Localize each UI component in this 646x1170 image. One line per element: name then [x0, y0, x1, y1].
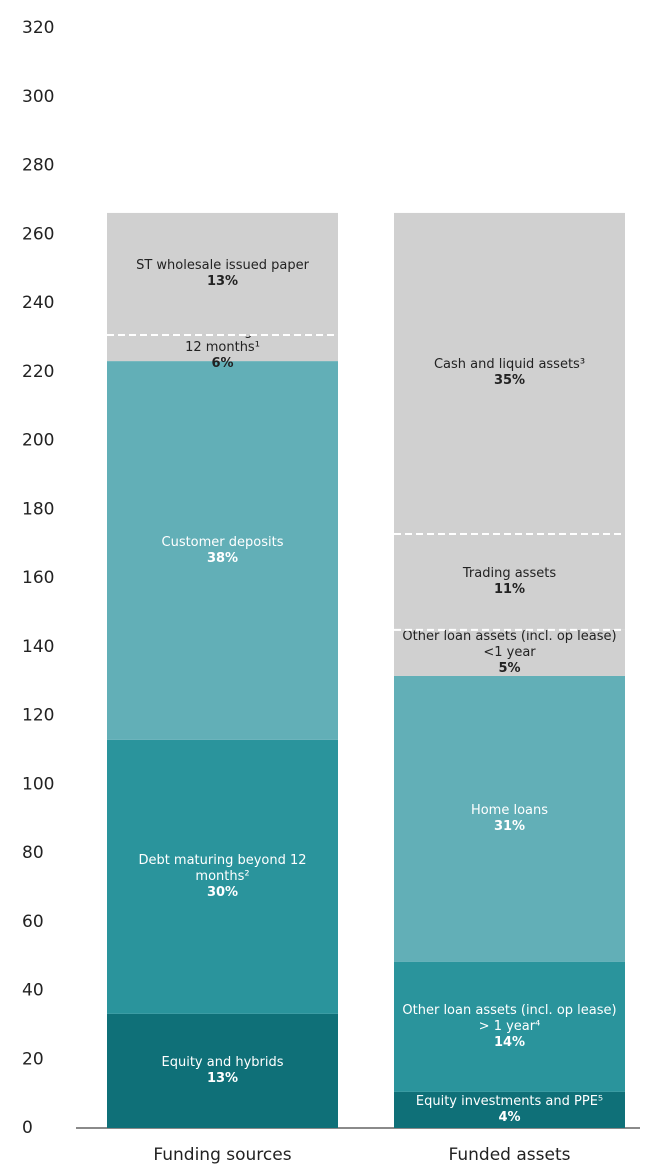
- y-tick-label: 140: [22, 637, 54, 657]
- segment-name: Home loans: [470, 802, 549, 818]
- segment-label: Equity investments and PPE⁵ 4%: [402, 1086, 617, 1134]
- y-tick-label: 0: [22, 1118, 33, 1138]
- segment-name: Other loan assets (incl. op lease) > 1 y…: [402, 1002, 617, 1034]
- segment-share: 4%: [498, 1109, 521, 1125]
- segment-name: Equity investments and PPE⁵: [415, 1093, 604, 1109]
- segment-share: 14%: [493, 1034, 526, 1050]
- segment-name: Other loan assets (incl. op lease) <1 ye…: [402, 628, 617, 660]
- bar-segment: [394, 961, 625, 1092]
- segment-label: Trading assets 11%: [402, 528, 617, 636]
- y-tick-label: 80: [22, 843, 44, 863]
- segment-share: 31%: [493, 818, 526, 834]
- segment-label: Debt maturing beyond 12 months² 30%: [115, 734, 330, 1020]
- segment-share: 13%: [206, 1070, 239, 1086]
- segment-share: 5%: [498, 660, 521, 676]
- y-tick-label: 40: [22, 981, 44, 1001]
- segment-label: Equity and hybrids 13%: [115, 1008, 330, 1134]
- y-tick-label: 300: [22, 87, 54, 107]
- y-tick-label: 160: [22, 568, 54, 588]
- segment-label-box: Other loan assets (incl. op lease) > 1 y…: [402, 956, 617, 1098]
- segment-share: 35%: [493, 373, 526, 389]
- y-tick-label: 260: [22, 224, 54, 244]
- segment-name: Debt maturing beyond 12 months²: [138, 852, 307, 884]
- x-tick-label: Funded assets: [449, 1145, 571, 1165]
- bar-segment: [394, 675, 625, 962]
- segment-label: Customer deposits 38%: [115, 355, 330, 746]
- segment-name: Trading assets: [462, 565, 557, 581]
- y-tick-label: 60: [22, 912, 44, 932]
- y-tick-label: 100: [22, 774, 54, 794]
- bar-segment: [107, 739, 338, 1014]
- segment-label: Other loan assets (incl. op lease) > 1 y…: [402, 956, 617, 1098]
- bar-segment: [394, 534, 625, 630]
- segment-label-box: Other loan assets (incl. op lease) <1 ye…: [402, 624, 617, 682]
- segment-label: Home loans 31%: [402, 670, 617, 968]
- y-tick-label: 20: [22, 1049, 44, 1069]
- bar-segment: [107, 361, 338, 740]
- bar-segment: [107, 334, 338, 362]
- x-tick-label: Funding sources: [153, 1145, 291, 1165]
- segment-label: Cash and liquid assets³ 35%: [402, 207, 617, 540]
- segment-label: ST wholesale issued paper 13%: [115, 207, 330, 341]
- y-tick-label: 180: [22, 499, 54, 519]
- segment-share: 6%: [211, 356, 234, 368]
- bar-segment: [394, 1091, 625, 1128]
- y-tick-label: 240: [22, 293, 54, 313]
- y-tick-label: 320: [22, 18, 54, 38]
- bar-segment: [394, 212, 625, 534]
- segment-share: 11%: [493, 581, 526, 597]
- bar-segment: [107, 212, 338, 335]
- segment-share: 38%: [206, 550, 239, 566]
- y-tick-label: 220: [22, 362, 54, 382]
- segment-name: Cash and liquid assets³: [433, 357, 586, 373]
- segment-label: Other loan assets (incl. op lease) <1 ye…: [402, 624, 617, 682]
- bar-segment: [107, 1013, 338, 1128]
- segment-name: ST wholesale issued paper: [136, 257, 309, 273]
- segment-name: Equity and hybrids: [161, 1054, 284, 1070]
- y-tick-label: 120: [22, 706, 54, 726]
- segment-name: Customer deposits: [161, 534, 284, 550]
- segment-share: 13%: [206, 273, 239, 289]
- bar-segment: [394, 629, 625, 676]
- y-tick-label: 280: [22, 156, 54, 176]
- segment-share: 30%: [206, 884, 239, 900]
- y-tick-label: 200: [22, 431, 54, 451]
